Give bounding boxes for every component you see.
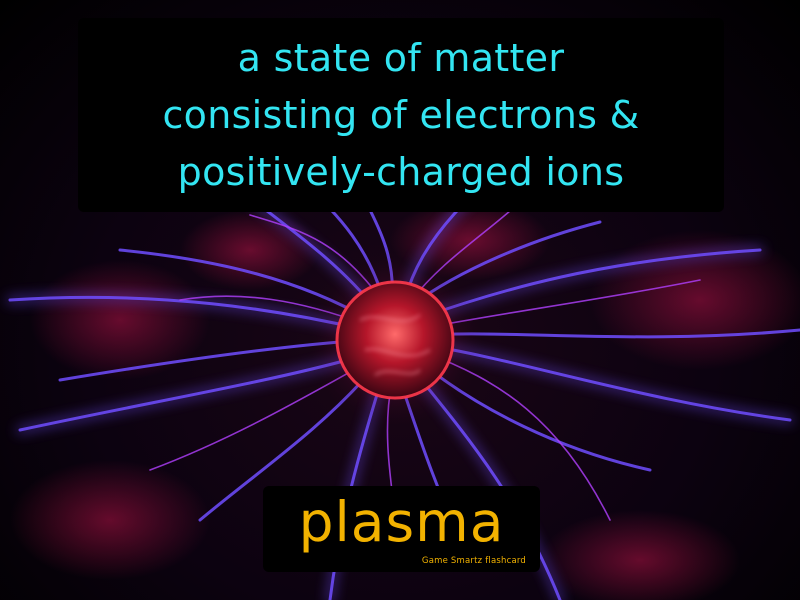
term-text: plasma xyxy=(298,490,505,554)
definition-text: a state of matter consisting of electron… xyxy=(162,30,639,201)
brand-label: Game Smartz flashcard xyxy=(421,556,526,566)
definition-panel: a state of matter consisting of electron… xyxy=(78,18,724,212)
core-sphere xyxy=(335,280,455,400)
definition-line: a state of matter xyxy=(237,35,565,80)
definition-line: consisting of electrons & xyxy=(162,92,640,137)
term-panel: plasma Game Smartz flashcard xyxy=(263,486,540,572)
definition-line: positively-charged ions xyxy=(177,149,625,194)
